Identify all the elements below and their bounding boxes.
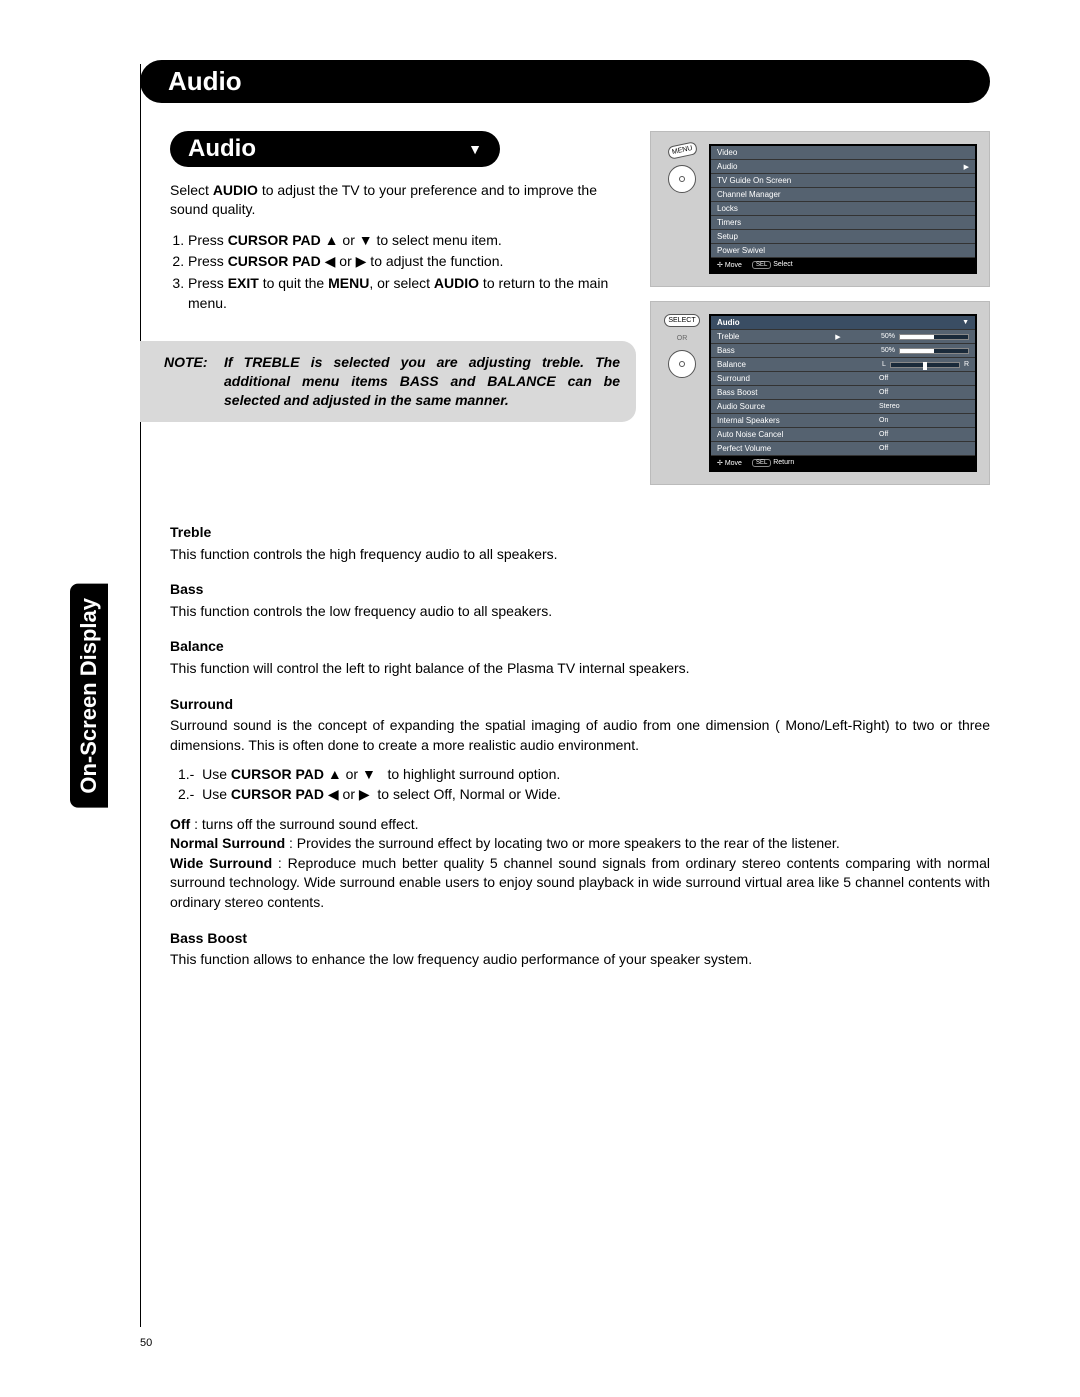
page-number: 50 (140, 1337, 152, 1349)
row-value: 50% (881, 347, 969, 354)
surround-step: 2.- Use CURSOR PAD ◀ or ▶ to select Off,… (178, 785, 990, 805)
row-label: Bass (717, 346, 795, 355)
note-box: NOTE: If TREBLE is selected you are adju… (140, 341, 636, 422)
tv-menu-item: Timers (711, 216, 975, 230)
row-value: Off (879, 375, 969, 382)
tv-menu-footer: ✢ Move SEL Select (711, 258, 975, 272)
row-label: Auto Noise Cancel (717, 430, 795, 439)
row-label: Internal Speakers (717, 416, 795, 425)
section-text: This function will control the left to r… (170, 659, 990, 679)
row-value: LR (882, 361, 969, 368)
tv-menu-item: Power Swivel (711, 244, 975, 258)
row-label: Surround (717, 374, 795, 383)
section-heading-balance: Balance (170, 637, 990, 657)
row-label: Treble (717, 332, 795, 341)
section-heading-bass: Bass (170, 580, 990, 600)
section-text: This function controls the high frequenc… (170, 545, 990, 565)
surround-off-text: Off : turns off the surround sound effec… (170, 815, 990, 835)
tv-menu-item: Channel Manager (711, 188, 975, 202)
tv-audio-row: Bass 50% (711, 344, 975, 358)
tv-audio-row: Treble ▶ 50% (711, 330, 975, 344)
tv-screenshot-main-menu: MENU VideoAudio▶TV Guide On ScreenChanne… (650, 131, 990, 287)
row-value: 50% (881, 333, 969, 340)
section-text: This function allows to enhance the low … (170, 950, 990, 970)
tv-audio-row: Auto Noise Cancel Off (711, 428, 975, 442)
tv-menu-item: Video (711, 146, 975, 160)
steps-list: Press CURSOR PAD ▲ or ▼ to select menu i… (170, 231, 636, 313)
surround-wide-text: Wide Surround : Reproduce much better qu… (170, 854, 990, 913)
cursor-pad-icon (668, 350, 696, 378)
chevron-right-icon: ▶ (835, 333, 840, 341)
section-heading-surround: Surround (170, 695, 990, 715)
step-item: Press CURSOR PAD ◀ or ▶ to adjust the fu… (188, 252, 636, 272)
tv-audio-row: Audio Source Stereo (711, 400, 975, 414)
main-title: Audio (140, 60, 990, 103)
footer-move-label: Move (725, 262, 742, 269)
note-text: If TREBLE is selected you are adjusting … (224, 353, 620, 410)
sub-title-pill: Audio ▼ (170, 131, 500, 167)
row-label: Perfect Volume (717, 444, 795, 453)
chevron-down-icon: ▼ (468, 141, 482, 157)
step-item: Press EXIT to quit the MENU, or select A… (188, 274, 636, 313)
row-value: Stereo (879, 403, 969, 410)
sections: Treble This function controls the high f… (170, 523, 990, 970)
tv-screenshot-audio-menu: SELECT OR Audio ▼ Treble ▶ 50% Bass 50% Balan… (650, 301, 990, 485)
intro-text: Select AUDIO to adjust the TV to your pr… (170, 181, 636, 219)
footer-move-label: Move (725, 460, 742, 467)
tv-menu-item: Setup (711, 230, 975, 244)
row-value: On (879, 417, 969, 424)
page: Audio Audio ▼ Select AUDIO to adjust the… (0, 0, 1080, 1397)
or-label: OR (677, 335, 688, 342)
tv-menu-header-label: Audio (717, 318, 740, 327)
tv-audio-row: Balance LR (711, 358, 975, 372)
row-label: Balance (717, 360, 795, 369)
tv-audio-row: Surround Off (711, 372, 975, 386)
row-label: Audio Source (717, 402, 795, 411)
tv-menu-header: Audio ▼ (711, 316, 975, 330)
tv-main-menu: VideoAudio▶TV Guide On ScreenChannel Man… (709, 144, 977, 274)
row-value: Off (879, 389, 969, 396)
tv-audio-row: Internal Speakers On (711, 414, 975, 428)
tv-menu-footer: ✢ Move SEL Return (711, 456, 975, 470)
tv-audio-row: Bass Boost Off (711, 386, 975, 400)
cursor-pad-icon (668, 165, 696, 193)
step-item: Press CURSOR PAD ▲ or ▼ to select menu i… (188, 231, 636, 251)
section-heading-treble: Treble (170, 523, 990, 543)
menu-button-icon: MENU (667, 141, 698, 160)
section-text: Surround sound is the concept of expandi… (170, 716, 990, 755)
surround-normal-text: Normal Surround : Provides the surround … (170, 834, 990, 854)
tv-menu-item: Locks (711, 202, 975, 216)
tv-audio-row: Perfect Volume Off (711, 442, 975, 456)
note-label: NOTE: (164, 353, 224, 410)
tv-audio-menu: Audio ▼ Treble ▶ 50% Bass 50% Balance LR Surrou… (709, 314, 977, 472)
section-heading-bassboost: Bass Boost (170, 929, 990, 949)
tv-menu-item-selected: Audio▶ (711, 160, 975, 174)
footer-return-label: Return (773, 459, 794, 466)
tv-menu-item: TV Guide On Screen (711, 174, 975, 188)
select-button-icon: SELECT (664, 314, 699, 327)
sub-title-label: Audio (188, 135, 256, 163)
sel-key-icon: SEL (752, 261, 771, 269)
surround-step: 1.- Use CURSOR PAD ▲ or ▼ to highlight s… (178, 765, 990, 785)
row-label: Bass Boost (717, 388, 795, 397)
chevron-down-icon: ▼ (962, 319, 969, 326)
row-value: Off (879, 445, 969, 452)
footer-select-label: Select (773, 261, 792, 268)
sel-key-icon: SEL (752, 459, 771, 467)
section-text: This function controls the low frequency… (170, 602, 990, 622)
row-value: Off (879, 431, 969, 438)
